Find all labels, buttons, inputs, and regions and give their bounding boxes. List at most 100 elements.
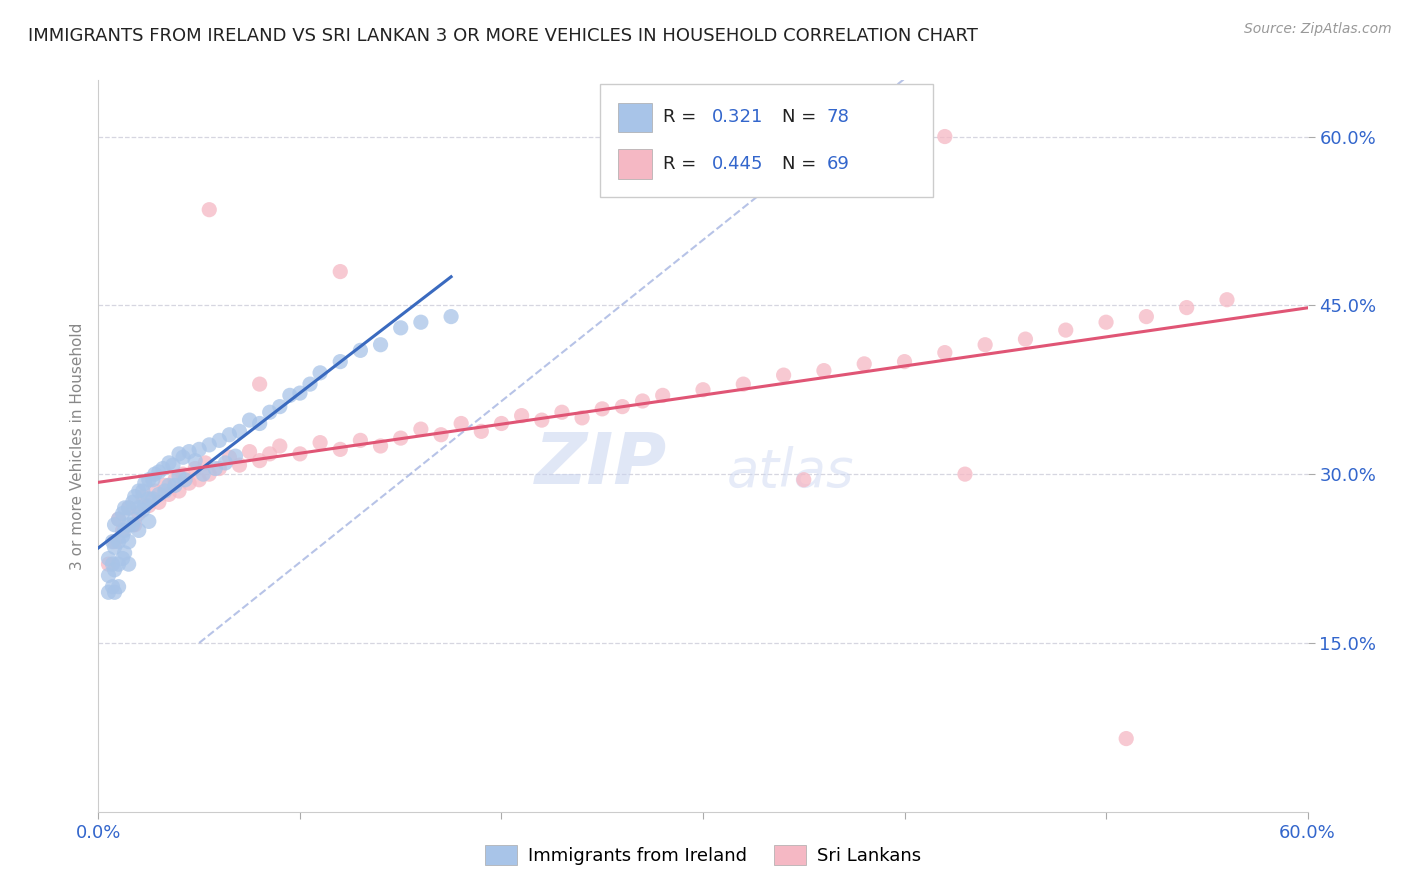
Point (111, 507, 134, 521)
Point (153, 483, 176, 498)
Point (179, 444, 201, 458)
Point (893, 354, 915, 368)
Text: R =: R = (664, 108, 702, 127)
Point (128, 507, 150, 521)
Point (134, 476, 156, 491)
Text: 78: 78 (827, 108, 849, 127)
Point (101, 580, 124, 594)
Point (651, 388, 673, 402)
Point (157, 487, 180, 501)
Point (1135, 310, 1157, 324)
Point (813, 363, 835, 377)
Point (571, 410, 593, 425)
Point (114, 546, 136, 560)
Point (1095, 315, 1118, 329)
Text: 69: 69 (827, 155, 849, 173)
Point (309, 435, 332, 450)
Point (107, 557, 129, 571)
Point (162, 458, 184, 472)
Point (103, 563, 125, 577)
Point (692, 383, 714, 397)
Point (143, 467, 166, 482)
Text: R =: R = (664, 155, 702, 173)
Point (1115, 731, 1137, 746)
Point (107, 512, 129, 526)
Point (224, 449, 246, 463)
Point (450, 417, 472, 431)
Point (111, 551, 134, 566)
Point (631, 394, 654, 409)
Point (612, 400, 634, 414)
Point (132, 490, 155, 504)
Point (128, 500, 150, 515)
Point (179, 476, 201, 491)
Point (409, 422, 432, 436)
Point (157, 456, 180, 470)
Point (389, 321, 412, 335)
Point (551, 405, 574, 419)
Point (733, 377, 755, 392)
Point (143, 483, 166, 498)
Point (1216, 293, 1239, 307)
Point (107, 534, 129, 549)
Point (299, 377, 322, 392)
Point (198, 467, 221, 482)
Point (370, 439, 392, 453)
Point (103, 517, 125, 532)
Point (118, 557, 141, 571)
Point (510, 409, 533, 423)
Point (124, 490, 146, 504)
Point (114, 500, 136, 515)
Point (124, 512, 146, 526)
Point (934, 129, 956, 144)
Point (128, 483, 150, 498)
Point (249, 417, 271, 431)
Point (172, 467, 194, 482)
Point (103, 541, 125, 555)
Point (138, 473, 160, 487)
Point (103, 585, 125, 599)
Point (163, 478, 186, 492)
Point (530, 413, 553, 427)
Point (218, 450, 240, 465)
Point (124, 517, 146, 532)
Point (118, 534, 141, 549)
Point (329, 264, 352, 278)
Point (259, 405, 281, 419)
Point (430, 427, 453, 442)
Point (194, 456, 217, 470)
Text: 0.321: 0.321 (711, 108, 763, 127)
Point (249, 377, 271, 392)
Point (172, 450, 194, 465)
Point (470, 425, 492, 439)
Point (132, 503, 155, 517)
Point (111, 524, 134, 538)
Point (208, 434, 231, 448)
Point (409, 315, 432, 329)
Point (208, 461, 231, 475)
Point (198, 202, 221, 217)
Point (157, 478, 180, 492)
Point (259, 447, 281, 461)
Text: ZIP: ZIP (534, 430, 666, 499)
Text: N =: N = (782, 108, 821, 127)
FancyBboxPatch shape (600, 84, 932, 197)
Point (239, 444, 262, 458)
Point (198, 438, 221, 452)
Point (118, 500, 141, 515)
Point (167, 483, 190, 498)
Point (349, 434, 371, 448)
Point (934, 345, 956, 359)
Point (440, 310, 463, 324)
Point (148, 495, 170, 509)
Point (97, 585, 120, 599)
Point (118, 500, 141, 515)
Legend: Immigrants from Ireland, Sri Lankans: Immigrants from Ireland, Sri Lankans (478, 838, 928, 872)
Point (309, 366, 332, 380)
Point (142, 473, 165, 487)
Point (288, 447, 311, 461)
Point (118, 517, 141, 532)
Point (329, 442, 352, 457)
FancyBboxPatch shape (619, 149, 652, 178)
Text: Source: ZipAtlas.com: Source: ZipAtlas.com (1244, 22, 1392, 37)
